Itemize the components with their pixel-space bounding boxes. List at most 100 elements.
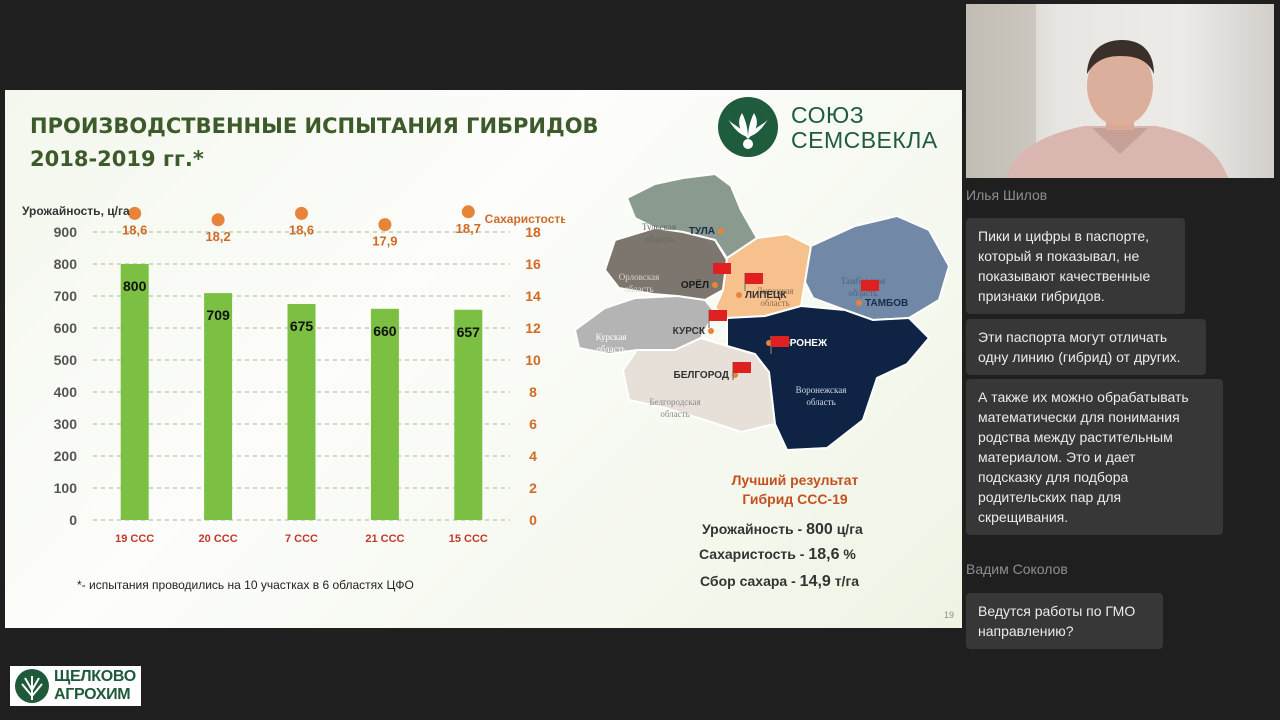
- bar-value-label: 660: [373, 323, 397, 339]
- city-label: ВОРОНЕЖ: [775, 338, 828, 349]
- map-labels: Тульская область Орловская область Липецкая о…: [596, 222, 909, 419]
- speaker-silhouette: [966, 4, 1228, 178]
- beet-leaf-icon: [728, 113, 768, 149]
- chat-message[interactable]: Пики и цифры в паспорте, который я показ…: [966, 218, 1185, 314]
- y2-tick-label: 0: [529, 512, 537, 528]
- best-result-line2: Гибрид ССС-19: [742, 491, 848, 507]
- sugar-value-label: 18,6: [289, 222, 314, 237]
- y-tick-label: 100: [54, 480, 78, 496]
- logo-line1: СОЮЗ: [791, 102, 865, 128]
- city-label: ЛИПЕЦК: [745, 290, 787, 301]
- metric-yield-label: Урожайность -: [702, 521, 807, 537]
- chat-line: Эти паспорта могут отличать: [978, 329, 1168, 345]
- bar: [454, 309, 483, 520]
- chat-line: родства между растительным: [978, 429, 1173, 445]
- x-tick-label: 15 ССС: [449, 533, 488, 545]
- region-label: Курская область: [596, 332, 627, 354]
- y-axis-title: Урожайность, ц/га: [22, 204, 130, 218]
- region-label-line: область: [760, 298, 789, 308]
- logo-wordmark: СОЮЗ СЕМСВЕКЛА: [791, 103, 938, 153]
- chat-line: материалом. Это и дает: [978, 449, 1136, 465]
- map-region: [603, 226, 729, 302]
- speaker-video[interactable]: [966, 4, 1274, 178]
- y2-tick-label: 10: [525, 352, 541, 368]
- city-dot: [856, 300, 862, 306]
- bar-value-label: 675: [290, 318, 314, 334]
- bar-value-label: 657: [457, 324, 481, 340]
- bar-value-label: 709: [206, 307, 230, 323]
- city-dot: [708, 328, 714, 334]
- chart-sugar-markers: [128, 205, 475, 232]
- x-tick-label: 7 ССС: [285, 533, 318, 545]
- sugar-value-label: 18,7: [456, 221, 481, 236]
- y-tick-label: 500: [54, 352, 78, 368]
- metric-sugar-yield-label: Сбор сахара -: [700, 573, 800, 589]
- region-label-line: область: [596, 344, 625, 354]
- region-label-line: область: [806, 397, 835, 407]
- map-region: [803, 214, 951, 322]
- slide-title-line2: 2018-2019 гг.*: [30, 147, 204, 171]
- chat-line: Пики и цифры в паспорте,: [978, 228, 1149, 244]
- region-label-line: Курская: [596, 332, 627, 342]
- city-label: ТАМБОВ: [865, 298, 908, 309]
- x-tick-label: 20 ССС: [199, 533, 238, 545]
- chat-message[interactable]: Эти паспорта могут отличать одну линию (…: [966, 319, 1206, 375]
- region-label-line: Белгородская: [649, 397, 700, 407]
- sugar-marker: [295, 206, 308, 220]
- slide-title-line1: ПРОИЗВОДСТВЕННЫЕ ИСПЫТАНИЯ ГИБРИДОВ: [30, 114, 599, 138]
- chat-message[interactable]: А также их можно обрабатывать математиче…: [966, 379, 1223, 535]
- best-result-line1: Лучший результат: [731, 472, 859, 488]
- chat-author: Илья Шилов: [966, 187, 1048, 203]
- flag-icon: [713, 263, 731, 274]
- y2-tick-label: 18: [525, 224, 541, 240]
- chat-line: Ведутся работы по ГМО: [978, 603, 1136, 619]
- chat-line: который я показывал, не: [978, 248, 1140, 264]
- region-label-line: Тульская: [642, 222, 676, 232]
- brand-wordmark: ЩЕЛКОВО АГРОХИМ: [54, 668, 136, 704]
- slide-title: ПРОИЗВОДСТВЕННЫЕ ИСПЫТАНИЯ ГИБРИДОВ 2018…: [30, 110, 599, 176]
- map-region: [573, 294, 717, 356]
- metric-sugar-yield-unit: т/га: [830, 573, 860, 589]
- bar: [370, 308, 399, 520]
- city-label: ОРЁЛ: [681, 278, 709, 291]
- y2-tick-label: 6: [529, 416, 537, 432]
- region-label-line: Липецкая: [757, 286, 794, 296]
- chat-line: А также их можно обрабатывать: [978, 389, 1189, 405]
- brand-line2: АГРОХИМ: [54, 686, 131, 703]
- y2-tick-label: 2: [529, 480, 537, 496]
- region-label: Белгородская область: [649, 397, 700, 419]
- chat-line: показывают качественные: [978, 268, 1151, 284]
- city-label: ТУЛА: [689, 226, 715, 237]
- best-result-title: Лучший результат Гибрид ССС-19: [695, 471, 895, 509]
- flag-icon: [745, 273, 763, 284]
- y2-tick-label: 16: [525, 256, 541, 272]
- city-label: КУРСК: [673, 326, 706, 337]
- metric-sugar-yield: Сбор сахара - 14,9 т/га: [700, 573, 859, 591]
- city-dot: [712, 282, 718, 288]
- sugar-marker: [211, 213, 225, 227]
- bar: [204, 293, 233, 520]
- y-tick-label: 200: [54, 448, 78, 464]
- map-regions: [573, 172, 951, 452]
- region-label: Орловская область: [619, 272, 659, 294]
- sugar-value-label: 17,9: [372, 234, 397, 249]
- metric-sugar-label: Сахаристость -: [699, 546, 809, 562]
- metric-yield: Урожайность - 800 ц/га: [702, 521, 863, 539]
- slide-page-number: 19: [943, 610, 954, 620]
- soyuz-semsvekla-logo: [718, 97, 778, 157]
- x-tick-label: 21 ССС: [365, 533, 404, 545]
- region-label-line: область: [624, 284, 653, 294]
- region-label-line: область: [660, 409, 689, 419]
- city-label: БЕЛГОРОД: [674, 370, 730, 381]
- logo-line2: СЕМСВЕКЛА: [791, 127, 938, 153]
- y2-tick-label: 4: [529, 448, 537, 464]
- chat-line: направлению?: [978, 623, 1074, 639]
- flag-icon: [709, 310, 727, 321]
- region-label: Тульская область: [642, 222, 676, 244]
- bar: [287, 304, 316, 520]
- chat-message[interactable]: Ведутся работы по ГМО направлению?: [966, 593, 1163, 649]
- chart-bars: [120, 264, 483, 520]
- y-tick-label: 600: [54, 320, 78, 336]
- chat-line: скрещивания.: [978, 509, 1069, 525]
- region-label-line: Орловская: [619, 272, 659, 282]
